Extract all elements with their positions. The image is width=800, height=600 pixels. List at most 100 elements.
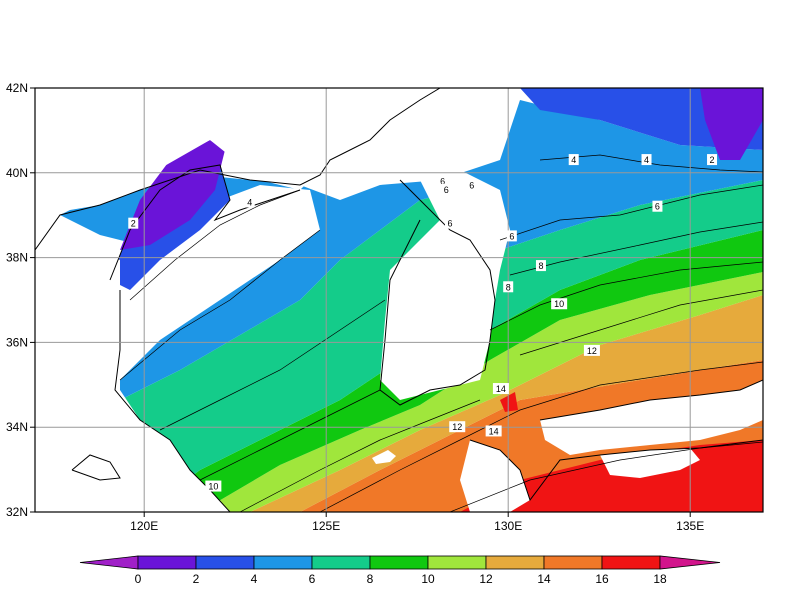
contour-label-text: 8: [538, 261, 543, 271]
y-tick-label: 42N: [6, 81, 28, 95]
contour-label: 6: [441, 183, 452, 195]
contour-label-text: 6: [440, 176, 445, 186]
x-tick-label: 135E: [676, 519, 704, 533]
colorbar-label: 10: [421, 572, 435, 586]
contour-line-14: [319, 361, 763, 512]
contour-label-box: [485, 425, 502, 437]
contour-label: 6: [506, 230, 517, 242]
x-tick-label: 125E: [312, 519, 340, 533]
contour-line-16: [449, 441, 763, 512]
colorbar-over-triangle: [659, 555, 721, 570]
contour-label-box: [449, 421, 466, 433]
contour-label-box: [437, 175, 448, 187]
contour-label: 2: [128, 217, 139, 229]
contour-line-4-east: [539, 154, 763, 173]
colorbar-label: 8: [367, 572, 374, 586]
contour-label-box: [506, 230, 517, 242]
contour-label-box: [641, 154, 652, 166]
contour-label-text: 6: [655, 202, 660, 212]
contour-label-box: [441, 183, 452, 195]
coastline-japan-south: [469, 439, 763, 502]
contour-label-text: 6: [469, 181, 474, 191]
coastline-china-north: [35, 88, 441, 251]
colorbar-segment: [601, 555, 661, 570]
contour-line-8: [159, 299, 386, 431]
contour-label-box: [205, 480, 222, 492]
contour-label-text: 10: [208, 482, 218, 492]
land-japan-honshu: [540, 380, 763, 455]
contour-label: 12: [583, 344, 600, 356]
contour-line-12: [239, 399, 481, 512]
contour-label: 14: [485, 425, 502, 437]
band-0-2: [120, 140, 225, 250]
band-10-12: [200, 272, 763, 512]
band-4-6: [60, 100, 763, 400]
contour-label: 6: [437, 175, 448, 187]
contour-label: 12: [449, 421, 466, 433]
contour-label-box: [551, 298, 568, 310]
contour-label-text: 8: [506, 282, 511, 292]
y-tick-label: 36N: [6, 335, 28, 349]
band-2-4-east: [520, 88, 763, 150]
land-cheju: [372, 450, 396, 464]
colorbar-label: 18: [653, 572, 667, 586]
contour-label-box: [535, 260, 546, 272]
contour-label: 8: [503, 281, 514, 293]
contour-label: 6: [444, 217, 455, 229]
land-taiwan-strait-islet: [72, 455, 120, 480]
contour-label-box: [128, 217, 139, 229]
colorbar-segment: [369, 555, 429, 570]
contour-label-box: [244, 196, 255, 208]
band-16-18-small: [500, 392, 518, 412]
contour-label: 10: [205, 480, 222, 492]
contour-label: 6: [466, 179, 477, 191]
contour-label-text: 14: [496, 384, 506, 394]
contour-label-text: 14: [489, 426, 499, 436]
contour-line-6: [119, 229, 321, 381]
contour-label-box: [568, 154, 579, 166]
land-korea-north: [380, 88, 510, 180]
contour-label-text: 6: [447, 219, 452, 229]
coastline-japan-north: [539, 379, 763, 421]
contour-label-text: 12: [587, 346, 597, 356]
colorbar-label: 2: [193, 572, 200, 586]
contour-label: 8: [535, 260, 546, 272]
plot-frame: [34, 87, 764, 513]
colorbar-under-triangle: [79, 555, 139, 570]
band-0-2-east: [700, 88, 763, 160]
contour-label-text: 6: [509, 231, 514, 241]
coastline-taiwan-islet: [71, 454, 121, 481]
y-tick-label: 32N: [6, 505, 28, 519]
contour-label-text: 2: [131, 219, 136, 229]
contour-label-box: [492, 383, 509, 395]
colorbar-segment: [195, 555, 255, 570]
colorbar-segment: [137, 555, 197, 570]
y-tick-label: 34N: [6, 420, 28, 434]
x-tick-label: 120E: [130, 519, 158, 533]
colorbar-segment: [311, 555, 371, 570]
contour-label: 4: [568, 154, 579, 166]
contour-label-box: [444, 217, 455, 229]
land-japan-shikoku: [600, 448, 700, 478]
contour-label: 2: [707, 154, 718, 166]
contour-label-box: [583, 344, 600, 356]
contour-label-text: 6: [444, 185, 449, 195]
colorbar-label: 12: [479, 572, 493, 586]
colorbar: 0 2 4 6 8 10 12 14 16 18: [79, 555, 721, 586]
contour-label-text: 2: [710, 155, 715, 165]
x-tick-label: 130E: [494, 519, 522, 533]
contour-label: 4: [641, 154, 652, 166]
coastline-bohai: [109, 164, 301, 281]
y-tick-label: 38N: [6, 251, 28, 265]
colorbar-segment: [253, 555, 313, 570]
contour-label-text: 10: [554, 299, 564, 309]
contour-line-4: [129, 189, 301, 301]
contour-line-10: [199, 389, 381, 481]
contour-label: 4: [244, 196, 255, 208]
contour-line-10-east: [489, 261, 763, 331]
contour-label-text: 4: [571, 155, 576, 165]
colorbar-segment: [543, 555, 603, 570]
land-japan-kyushu: [460, 440, 530, 512]
coastline-korea: [379, 179, 496, 406]
contour-label-text: 4: [247, 197, 252, 207]
